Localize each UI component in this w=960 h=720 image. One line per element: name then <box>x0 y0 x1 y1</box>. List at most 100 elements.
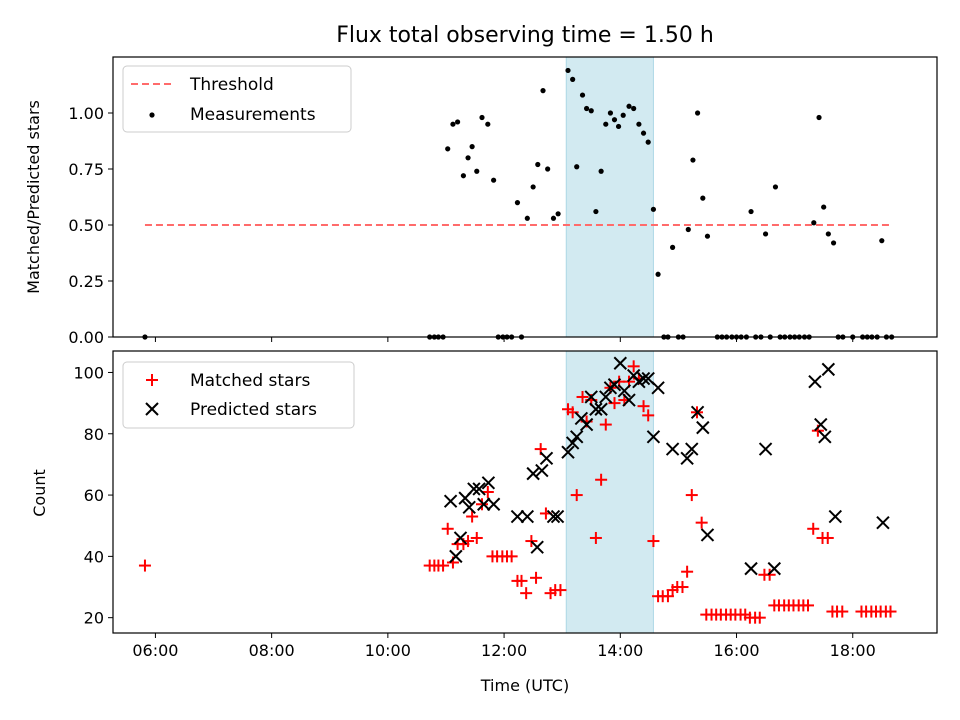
ytick-label: 0.25 <box>68 272 104 291</box>
matched-stars-points <box>138 360 897 624</box>
measurement-point <box>535 161 541 168</box>
chart-title: Flux total observing time = 1.50 h <box>336 23 714 48</box>
matched-star-point <box>530 571 543 584</box>
measurement-point <box>611 117 618 123</box>
measurement-point <box>540 88 546 94</box>
predicted-star-point <box>622 393 636 407</box>
xtick-label: 08:00 <box>249 641 295 660</box>
predicted-star-point <box>449 549 463 564</box>
predicted-star-point <box>876 515 890 530</box>
predicted-star-point <box>651 381 665 395</box>
predicted-star-point <box>462 500 476 515</box>
top-panel: 0.00 0.25 0.50 0.75 1.00 Matched/Predicted s… <box>24 56 938 347</box>
predicted-star-point <box>814 417 828 432</box>
matched-star-point <box>466 510 479 523</box>
matched-star-point <box>695 516 708 529</box>
predicted-star-point <box>599 390 613 404</box>
predicted-star-point <box>443 494 458 508</box>
measurement-point <box>588 108 594 114</box>
predicted-star-point <box>828 509 843 524</box>
predicted-star-point <box>589 402 603 416</box>
measurement-point <box>615 123 622 130</box>
measurement-point <box>593 208 599 215</box>
predicted-star-point <box>477 497 491 511</box>
matched-star-point <box>441 522 454 535</box>
legend-box <box>122 361 355 429</box>
predicted-star-point <box>584 390 598 404</box>
bottom-xlabel: Time (UTC) <box>480 676 569 695</box>
measurement-point <box>530 184 536 190</box>
shaded-span <box>565 350 654 634</box>
measurement-point <box>491 177 497 183</box>
matched-star-point <box>821 531 834 544</box>
predicted-star-point <box>821 362 836 377</box>
predicted-star-point <box>472 482 486 496</box>
predicted-star-point <box>613 356 628 370</box>
measurement-point <box>565 67 571 74</box>
measurement-point <box>762 231 769 237</box>
measurement-point <box>603 121 609 127</box>
matched-star-point <box>520 587 533 600</box>
legend-label-measurements: Measurements <box>190 105 316 125</box>
bottom-yticks: 20 40 60 80 100 <box>73 363 113 628</box>
predicted-star-point <box>535 463 549 478</box>
predicted-star-point <box>561 445 575 459</box>
ytick-label: 1.00 <box>68 104 104 123</box>
matched-star-point <box>554 584 567 597</box>
bottom-xticks: 06:00 08:00 10:00 12:00 14:00 16:00 18:00 <box>132 633 876 660</box>
predicted-star-point <box>680 451 694 465</box>
measurement-point <box>636 121 642 127</box>
predicted-star-point <box>530 540 544 554</box>
legend-box <box>122 65 352 133</box>
ytick-label: 0.75 <box>68 160 104 179</box>
matched-star-point <box>475 498 488 511</box>
matched-legend-swatch <box>146 374 158 386</box>
measurement-point <box>460 173 467 179</box>
measurement-point <box>700 195 706 201</box>
xtick-label: 06:00 <box>132 641 178 660</box>
predicted-star-point <box>579 417 594 432</box>
measurement-point <box>650 206 657 212</box>
matched-star-point <box>884 605 897 618</box>
measurement-point <box>465 155 471 161</box>
predicted-star-point <box>685 442 699 456</box>
legend-label-matched: Matched stars <box>190 371 310 391</box>
measurement-point <box>474 168 480 174</box>
measurement-point <box>479 114 485 121</box>
matched-star-point <box>470 531 483 544</box>
predicted-star-point <box>594 402 608 416</box>
ytick-label: 60 <box>84 486 104 505</box>
measurement-point <box>555 211 561 217</box>
matched-star-point <box>763 568 776 581</box>
shaded-span <box>565 56 654 338</box>
measurement-point <box>879 238 885 244</box>
top-yticks: 0.00 0.25 0.50 0.75 1.00 <box>68 104 113 347</box>
matched-star-point <box>138 559 151 572</box>
matched-star-point <box>642 409 655 422</box>
bottom-ylabel: Count <box>30 469 49 517</box>
measurement-point <box>626 103 632 109</box>
measurement-point <box>821 204 827 210</box>
measurement-point <box>685 226 691 233</box>
measurement-point <box>640 130 647 136</box>
measurement-point <box>570 76 576 82</box>
matched-star-point <box>637 400 650 413</box>
predicted-star-point <box>520 509 535 524</box>
ytick-label: 100 <box>73 363 104 382</box>
xtick-label: 10:00 <box>365 641 411 660</box>
legend-label-predicted: Predicted stars <box>190 400 317 420</box>
measurement-point <box>830 240 837 246</box>
predicted-star-point <box>758 442 773 456</box>
measurement-point <box>524 215 530 221</box>
matched-star-point <box>685 489 698 502</box>
measurement-point <box>748 208 754 215</box>
predicted-star-point <box>690 405 705 420</box>
predicted-star-point <box>696 420 710 435</box>
measurement-point <box>631 105 637 112</box>
predicted-star-point <box>526 466 540 481</box>
top-xticks <box>154 337 854 342</box>
measurement-point <box>583 105 590 112</box>
measurement-point <box>811 220 817 226</box>
top-ylabel: Matched/Predicted stars <box>24 100 43 294</box>
